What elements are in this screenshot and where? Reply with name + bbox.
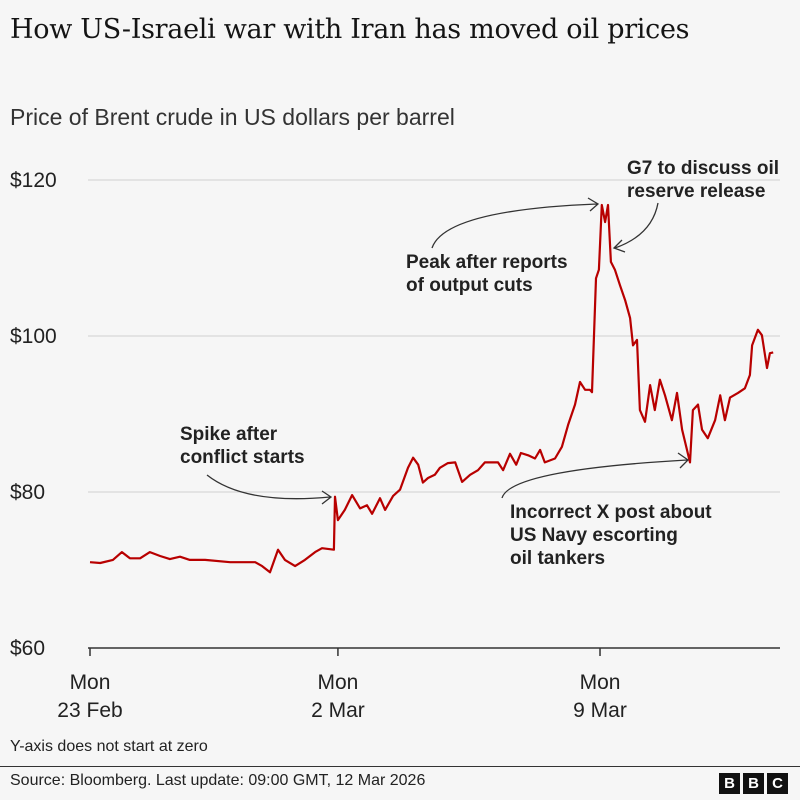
annotations [206,197,690,505]
y-tick-label: $100 [10,325,57,348]
y-tick-label: $120 [10,169,57,192]
annotation-arrow-g7 [612,202,659,253]
logo-letter: B [743,773,764,794]
annotation-spike: Spike after conflict starts [180,424,305,468]
chart-subtitle: Price of Brent crude in US dollars per b… [10,104,455,130]
source-text: Source: Bloomberg. Last update: 09:00 GM… [10,772,426,789]
bbc-logo: B B C [719,773,788,794]
annotation-arrow-peak [431,197,600,249]
annotation-arrow-xpost [501,452,690,499]
logo-letter: C [767,773,788,794]
annotation-arrow-spike [206,474,333,505]
y-tick-label: $60 [10,637,45,660]
x-tick-label: Mon 9 Mar [573,671,627,722]
annotation-xpost: Incorrect X post about US Navy escorting o… [510,502,712,569]
annotation-g7: G7 to discuss oil reserve release [627,158,779,202]
x-tick-label: Mon 2 Mar [311,671,365,722]
y-tick-label: $80 [10,481,45,504]
line-chart: $120 $100 $80 $60 Mon 23 Feb Mon 2 Mar Mon 9 Mar… [10,158,780,722]
footer-divider [0,766,800,767]
annotation-peak: Peak after reports of output cuts [406,252,568,296]
axis-note: Y-axis does not start at zero [10,738,208,755]
logo-letter: B [719,773,740,794]
x-tick-label: Mon 23 Feb [57,671,122,722]
chart-title: How US-Israeli war with Iran has moved o… [10,14,690,45]
series-line-brent [89,203,774,574]
